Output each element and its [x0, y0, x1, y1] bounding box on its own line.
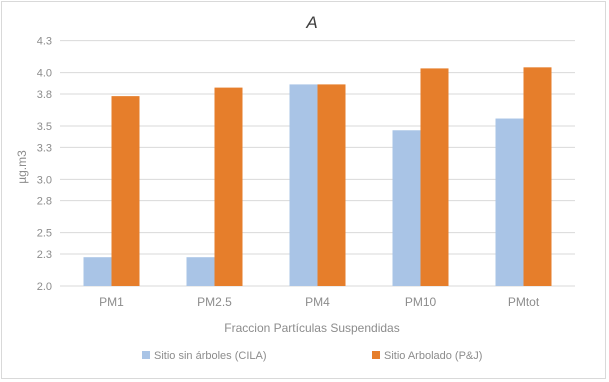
- y-axis-label: µg.m3: [15, 150, 29, 184]
- bar-cila-pmtot: [495, 118, 524, 287]
- y-tick-label: 3.0: [37, 174, 52, 186]
- bar-cila-pm10: [392, 130, 421, 286]
- bar-cila-pm4: [289, 84, 318, 287]
- bar-cila-pm25: [186, 257, 215, 286]
- x-tick-label: PMtot: [508, 295, 540, 309]
- y-tick-label: 2.0: [37, 281, 52, 293]
- bars: [83, 67, 552, 287]
- chart-title: A: [305, 13, 317, 32]
- legend-swatch: [372, 351, 380, 359]
- legend: Sitio sin árboles (CILA) Sitio Arbolado (…: [142, 350, 482, 362]
- bar-pj-pm10: [420, 68, 449, 287]
- x-tick-label: PM1: [99, 295, 124, 309]
- bar-pj-pm1: [111, 96, 140, 286]
- y-tick-label: 4.3: [37, 36, 52, 48]
- legend-swatch: [142, 351, 150, 359]
- y-tick-label: 3.3: [37, 142, 52, 154]
- y-tick-label: 2.8: [37, 196, 52, 208]
- y-tick-label: 2.3: [37, 249, 52, 261]
- bar-pj-pm25: [214, 87, 243, 286]
- legend-label: Sitio Arbolado (P&J): [384, 350, 482, 362]
- x-tick-label: PM4: [305, 295, 330, 309]
- x-axis-label: Fraccion Partículas Suspendidas: [224, 321, 399, 335]
- bar-pj-pm4: [317, 84, 346, 287]
- bar-cila-pm1: [83, 257, 112, 286]
- y-tick-label: 3.8: [37, 89, 52, 101]
- bar-pj-pmtot: [523, 67, 552, 286]
- y-tick-label: 4.0: [37, 68, 52, 80]
- x-tick-label: PM10: [405, 295, 437, 309]
- y-tick-label: 2.5: [37, 228, 52, 240]
- y-axis-ticks: 2.0 2.3 2.5 2.8 3.0 3.3 3.5 3.8 4.0 4.3: [37, 36, 52, 293]
- legend-label: Sitio sin árboles (CILA): [154, 350, 267, 362]
- x-tick-label: PM2.5: [197, 295, 232, 309]
- y-tick-label: 3.5: [37, 121, 52, 133]
- x-axis-ticks: PM1 PM2.5 PM4 PM10 PMtot: [99, 295, 540, 309]
